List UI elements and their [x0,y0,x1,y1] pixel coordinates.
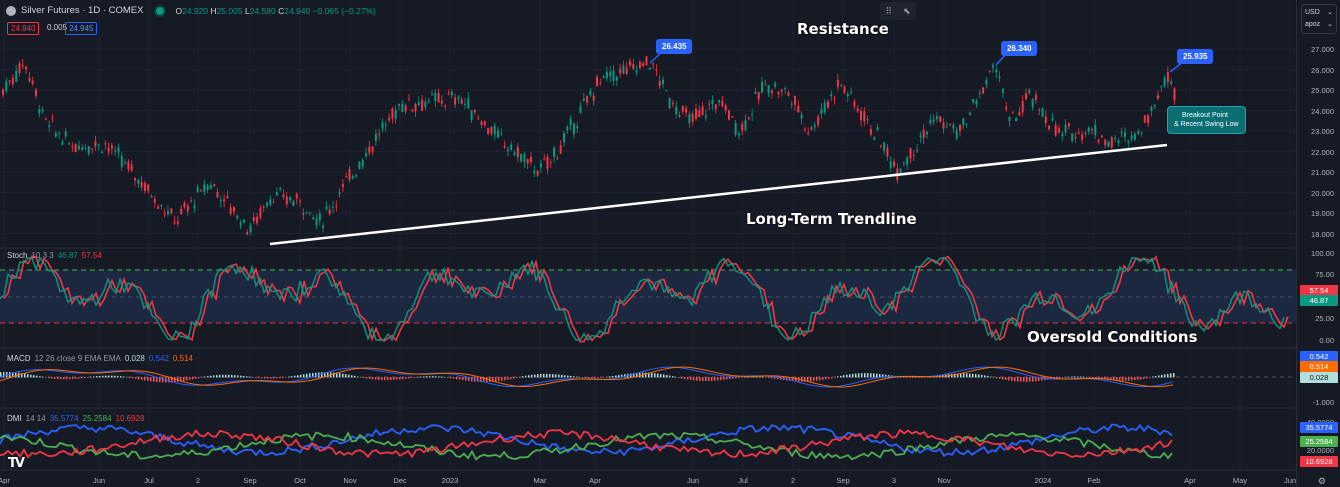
buy-price-button[interactable]: 24.945 [65,22,98,35]
trendline-label: Long-Term Trendline [746,210,917,228]
chart-canvas[interactable] [0,0,1296,487]
peak-callout-1[interactable]: 26.435 [656,39,693,54]
price-axis[interactable]: USD ⌄ apoz ⌄ 27.000 26.000 25.000 24.000… [1296,0,1340,487]
silver-logo-icon [6,5,16,16]
symbol-header: Silver Futures · 1D · COMEX O24.920 H25.… [6,5,376,16]
long-term-trendline [269,143,1168,246]
price-tick: 22.000 [1311,148,1334,157]
time-tick: Jun [92,476,106,485]
time-tick: 3 [891,476,897,485]
dmi-legend[interactable]: DMI 14 14 35.5774 25.2584 10.6928 [7,414,145,423]
price-tick: 19.000 [1311,209,1334,218]
time-tick: 2023 [441,476,459,485]
sell-price-button[interactable]: 24.940 [7,22,40,35]
dmi-tick: 20.0000 [1306,446,1334,455]
stoch-legend[interactable]: Stoch 10 3 3 46.87 57.54 [7,251,102,260]
currency-selector[interactable]: USD ⌄ apoz ⌄ [1301,4,1337,34]
time-tick: Apr [589,476,601,485]
macd-signal-tag: 0.514 [1300,361,1338,372]
price-tick: 23.000 [1311,127,1334,136]
price-tick: 18.000 [1311,230,1334,239]
time-tick: Nov [937,476,951,485]
cursor-icon[interactable]: ⬉ [902,5,911,16]
oversold-label: Oversold Conditions [1027,328,1198,346]
price-tick: 20.000 [1311,189,1334,198]
price-tick: 25.000 [1311,86,1334,95]
macd-legend[interactable]: MACD 12 26 close 9 EMA EMA 0.028 0.542 0.51… [7,354,193,363]
ohlc-values: O24.920 H25.005 L24.580 C24.940 −0.065 (… [175,5,376,16]
time-tick: Jun [686,476,700,485]
time-tick: 2024 [1034,476,1052,485]
time-tick: Sep [836,476,850,485]
spread-value: 0.005 [47,23,68,32]
floating-toolbar[interactable]: ⠿ ⬉ [880,2,916,20]
price-tick: 21.000 [1311,168,1334,177]
stoch-k-tag: 46.87 [1300,295,1338,306]
stoch-d-tag: 57.54 [1300,285,1338,296]
time-tick: Dec [393,476,407,485]
resistance-label: Resistance [797,20,889,38]
time-tick: 2 [195,476,201,485]
time-tick: Jun [1283,476,1297,485]
price-tick: 26.000 [1311,66,1334,75]
symbol-title[interactable]: Silver Futures · 1D · COMEX [21,5,144,16]
time-tick: May [1232,476,1248,485]
stoch-tick: 25.00 [1315,314,1334,323]
price-tick: 24.000 [1311,107,1334,116]
macd-hist-tag: 0.028 [1300,372,1338,383]
price-tick: 27.000 [1311,45,1334,54]
settings-icon[interactable]: ⚙ [1317,476,1326,486]
peak-callout-2[interactable]: 26.340 [1001,41,1038,56]
time-tick: Jul [144,476,154,485]
market-status-icon[interactable] [156,6,165,15]
drag-handle-icon[interactable]: ⠿ [885,5,893,16]
time-tick: Jul [738,476,748,485]
dmi-adx-tag: 35.5774 [1300,422,1338,433]
stoch-tick: 75.00 [1315,270,1334,279]
time-tick: Nov [343,476,357,485]
time-tick: Sep [243,476,257,485]
time-tick: Mar [533,476,547,485]
breakout-note[interactable]: Breakout Point & Recent Swing Low [1167,106,1246,134]
macd-tag: 0.542 [1300,351,1338,362]
stoch-tick: 100.00 [1311,249,1334,258]
time-tick: Apr [0,476,10,485]
time-tick: Apr [1184,476,1196,485]
stoch-tick: 0.00 [1319,336,1334,345]
peak-callout-3[interactable]: 25.935 [1177,49,1214,64]
macd-tick: -1.000 [1312,398,1334,407]
time-tick: Oct [294,476,306,485]
dmi-plus-tag: 25.2584 [1300,436,1338,447]
dmi-minus-tag: 10.6928 [1300,456,1338,467]
time-tick: 2 [790,476,796,485]
tradingview-logo[interactable]: TV [8,456,25,471]
time-tick: Feb [1087,476,1101,485]
